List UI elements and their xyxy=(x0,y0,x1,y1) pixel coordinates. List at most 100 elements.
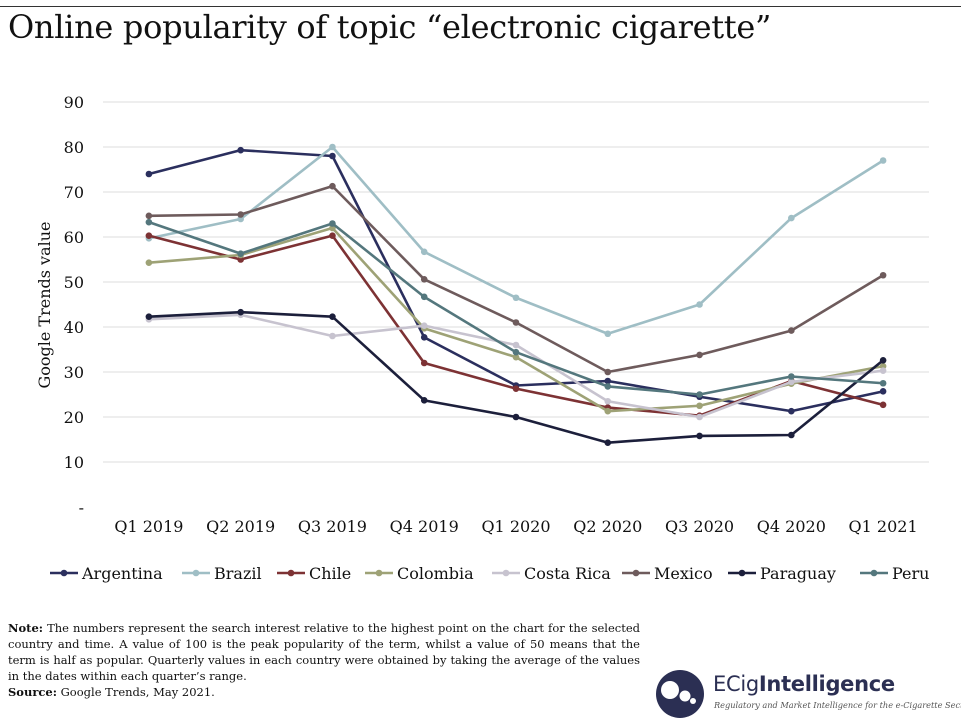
data-point-paraguay xyxy=(788,431,795,439)
data-point-argentina xyxy=(604,377,612,385)
data-point-mexico xyxy=(145,212,153,220)
data-point-argentina xyxy=(788,407,795,415)
data-point-costa-rica xyxy=(696,413,703,421)
data-point-chile xyxy=(512,385,520,392)
legend-label: Chile xyxy=(309,564,351,583)
ecig-intelligence-logo: ECigIntelligence Regulatory and Market I… xyxy=(655,668,961,718)
series-lines xyxy=(145,143,887,446)
legend: Argentina Brazil Chile Colombia Costa Rica Me… xyxy=(50,564,929,583)
data-point-costa-rica xyxy=(329,332,336,340)
data-point-paraguay xyxy=(145,313,153,320)
series-paraguay xyxy=(145,308,887,446)
y-axis-ticks: - 10 20 30 40 50 60 70 80 90 xyxy=(64,93,84,517)
series-brazil xyxy=(145,143,887,338)
data-point-brazil xyxy=(329,143,336,151)
note-text: The numbers represent the search interes… xyxy=(8,621,640,683)
data-point-brazil xyxy=(604,330,612,338)
y-tick-label: 10 xyxy=(64,453,84,472)
data-point-mexico xyxy=(329,182,336,190)
note-label: Note: xyxy=(8,621,44,635)
data-point-paraguay xyxy=(604,439,612,446)
y-tick-label: 50 xyxy=(64,273,84,292)
data-point-argentina xyxy=(145,170,153,178)
x-tick-label: Q4 2020 xyxy=(757,517,826,536)
x-tick-label: Q3 2019 xyxy=(298,517,367,536)
x-axis-ticks: Q1 2019 Q2 2019 Q3 2019 Q4 2019 Q1 2020 Q2 20… xyxy=(114,517,917,536)
data-point-paraguay xyxy=(420,397,428,404)
legend-item-paraguay: Paraguay xyxy=(728,564,836,583)
legend-marker xyxy=(632,569,640,577)
data-point-costa-rica xyxy=(788,378,795,386)
logo-name: ECigIntelligence xyxy=(713,672,895,696)
data-point-brazil xyxy=(788,214,795,222)
series-costa-rica xyxy=(145,311,887,421)
data-point-peru xyxy=(696,391,703,398)
data-point-brazil xyxy=(420,248,428,256)
data-point-argentina xyxy=(329,152,336,160)
legend-label: Costa Rica xyxy=(524,564,611,583)
legend-label: Peru xyxy=(892,564,929,583)
note: Note: The numbers represent the search i… xyxy=(8,620,640,684)
y-tick-label: 90 xyxy=(64,93,84,112)
source: Source: Google Trends, May 2021. xyxy=(8,685,215,699)
y-tick-label: 30 xyxy=(64,363,84,382)
data-point-peru xyxy=(420,293,428,301)
data-point-costa-rica xyxy=(879,367,887,374)
data-point-costa-rica xyxy=(604,397,612,405)
data-point-chile xyxy=(329,232,336,239)
x-tick-label: Q2 2020 xyxy=(573,517,642,536)
data-point-mexico xyxy=(420,276,428,283)
legend-marker xyxy=(287,569,295,577)
data-point-peru xyxy=(145,218,153,226)
data-point-brazil xyxy=(879,157,887,164)
logo-tagline: Regulatory and Market Intelligence for t… xyxy=(714,700,961,710)
series-peru xyxy=(145,218,887,398)
data-point-mexico xyxy=(512,319,520,326)
legend-label: Paraguay xyxy=(760,564,836,583)
y-tick-label: 80 xyxy=(64,138,84,157)
y-tick-label: 40 xyxy=(64,318,84,337)
legend-item-mexico: Mexico xyxy=(622,564,713,583)
data-point-costa-rica xyxy=(420,322,428,329)
data-point-costa-rica xyxy=(512,341,520,349)
legend-item-colombia: Colombia xyxy=(365,564,474,583)
top-rule xyxy=(0,6,961,7)
logo-mark-icon xyxy=(656,670,704,718)
x-tick-label: Q3 2020 xyxy=(665,517,734,536)
legend-item-costa-rica: Costa Rica xyxy=(492,564,611,583)
data-point-mexico xyxy=(879,271,887,279)
legend-marker xyxy=(738,569,746,577)
series-line-peru xyxy=(148,220,884,396)
legend-marker xyxy=(375,569,383,577)
data-point-argentina xyxy=(237,146,244,154)
data-point-mexico xyxy=(237,211,244,218)
y-axis-label: Google Trends value xyxy=(35,221,54,388)
x-tick-label: Q2 2019 xyxy=(206,517,275,536)
data-point-brazil xyxy=(512,294,520,302)
data-point-colombia xyxy=(145,259,153,266)
series-line-paraguay xyxy=(148,310,884,444)
legend-label: Brazil xyxy=(214,564,262,583)
data-point-peru xyxy=(512,348,520,356)
legend-label: Argentina xyxy=(81,564,163,583)
data-point-paraguay xyxy=(696,432,703,440)
data-point-colombia xyxy=(512,353,520,361)
x-tick-label: Q1 2019 xyxy=(114,517,183,536)
data-point-colombia xyxy=(604,407,612,415)
y-tick-label: 60 xyxy=(64,228,84,247)
data-point-peru xyxy=(879,379,887,387)
gridlines xyxy=(103,101,929,463)
data-point-mexico xyxy=(696,351,703,359)
data-point-paraguay xyxy=(879,357,887,364)
series-argentina xyxy=(145,146,887,415)
data-point-peru xyxy=(788,373,795,380)
legend-marker xyxy=(60,569,68,577)
legend-label: Colombia xyxy=(397,564,474,583)
legend-marker xyxy=(192,569,200,577)
legend-item-chile: Chile xyxy=(277,564,351,583)
data-point-chile xyxy=(879,401,887,409)
data-point-argentina xyxy=(420,334,428,341)
x-tick-label: Q1 2021 xyxy=(849,517,918,536)
data-point-paraguay xyxy=(329,313,336,320)
logo-name-light: ECig xyxy=(713,672,759,696)
